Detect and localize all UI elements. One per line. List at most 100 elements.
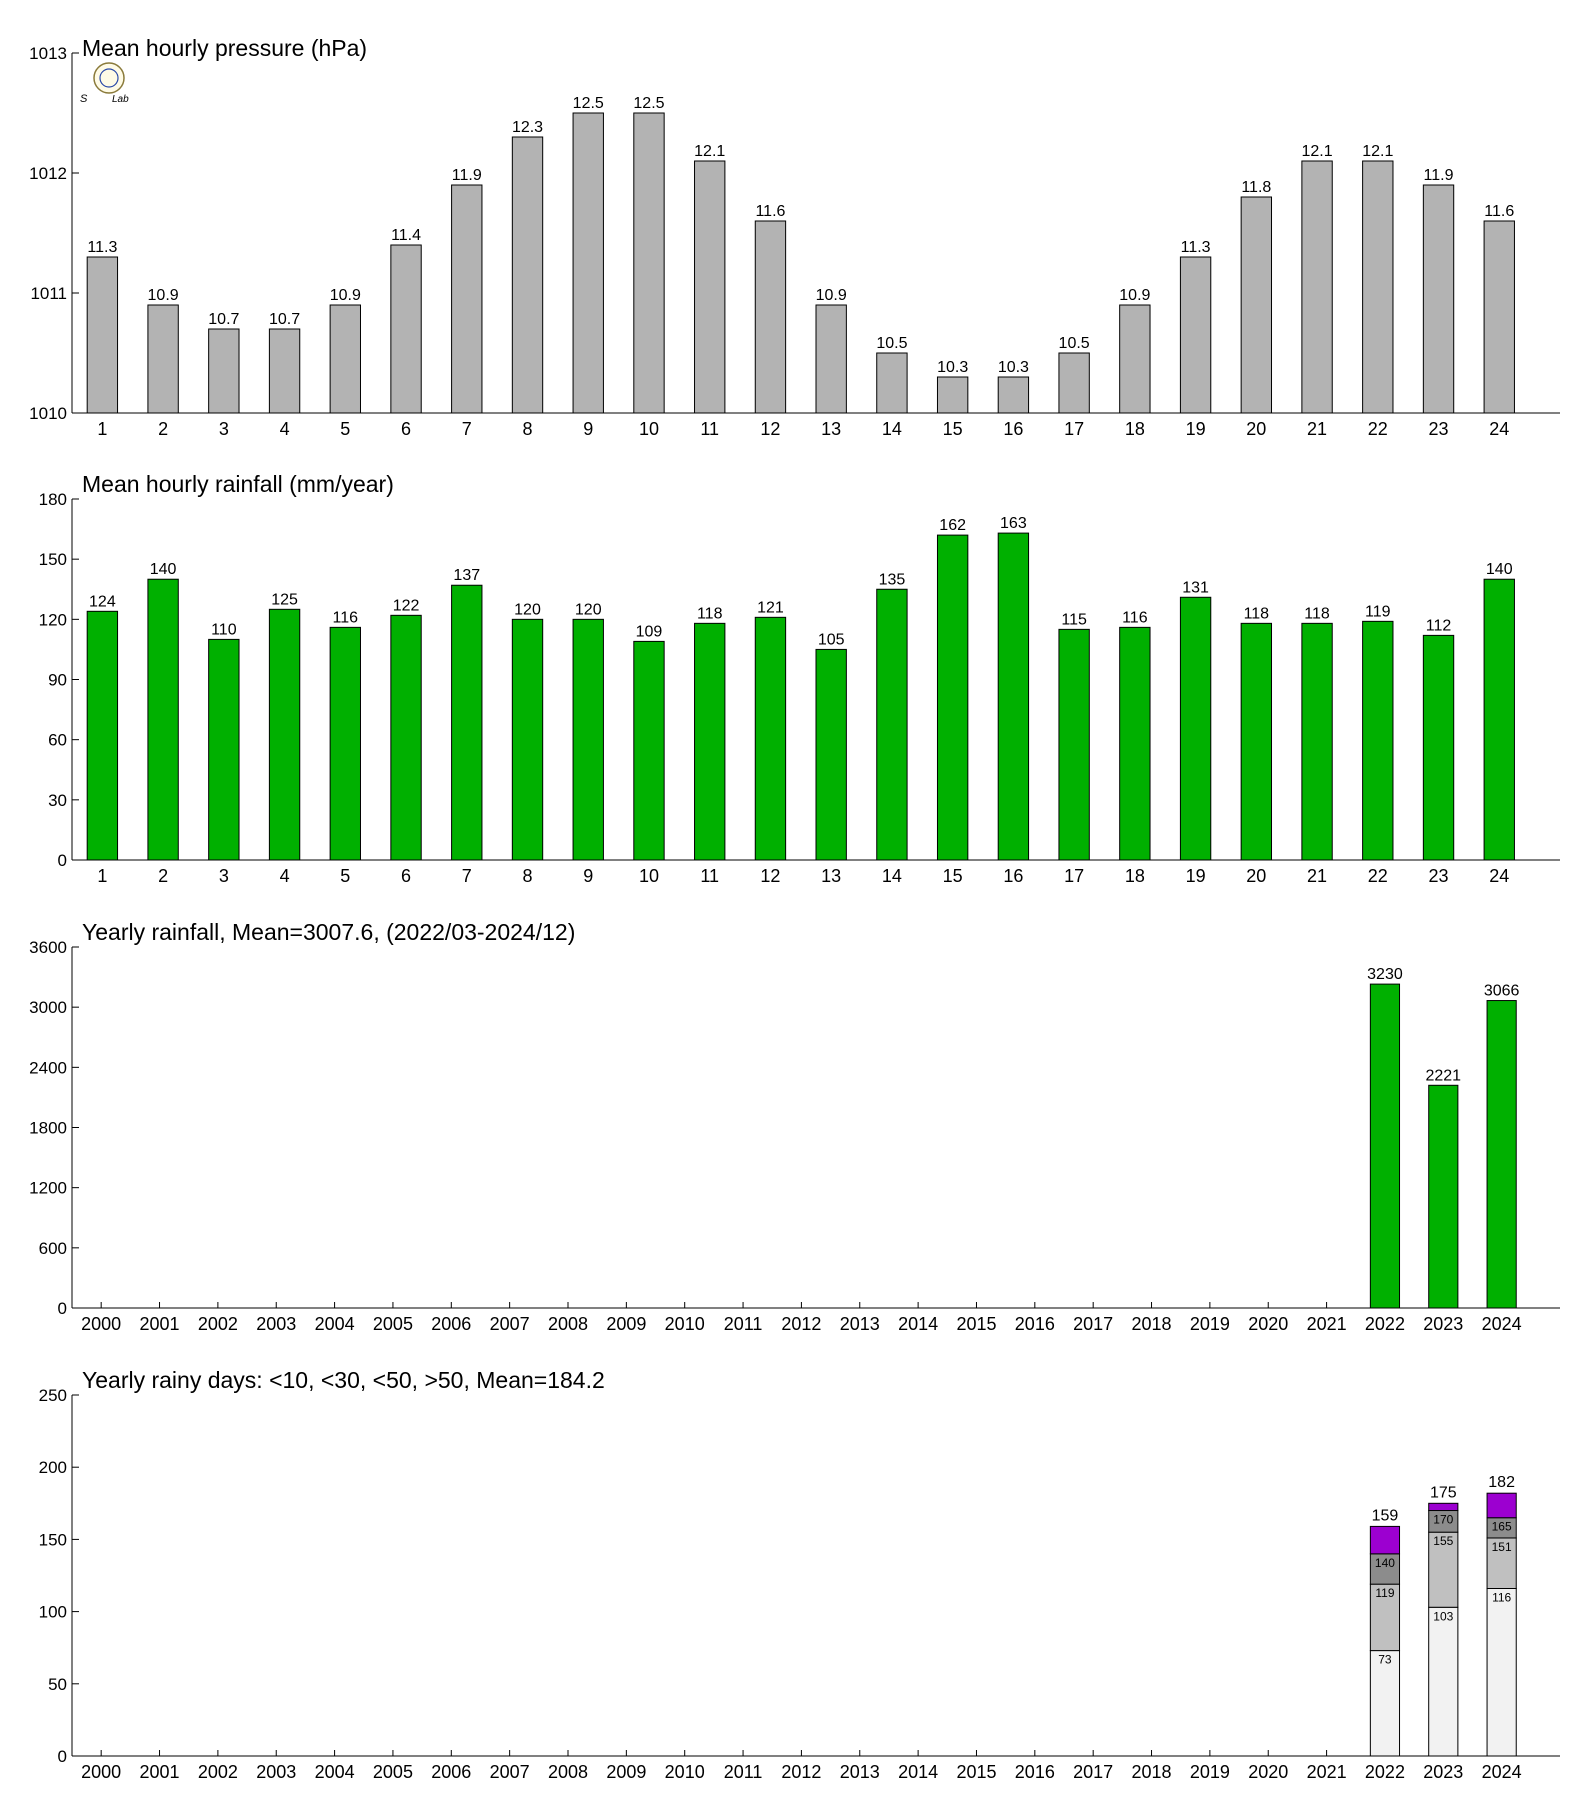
bar-value-label: 10.5 <box>876 335 907 352</box>
y-tick-label: 600 <box>39 1239 67 1258</box>
segment-value-label: 140 <box>1375 1556 1395 1570</box>
x-tick-label: 2 <box>158 866 168 886</box>
bar-value-label: 11.8 <box>1241 179 1271 196</box>
x-tick-label: 2021 <box>1307 1314 1347 1334</box>
x-tick-label: 2015 <box>956 1314 996 1334</box>
bar-value-label: 140 <box>150 561 177 578</box>
bar-value-label: 3230 <box>1367 966 1403 983</box>
x-tick-label: 2021 <box>1307 1762 1347 1782</box>
x-tick-label: 7 <box>462 419 472 439</box>
bar-value-label: 11.4 <box>391 227 421 244</box>
y-tick-label: 30 <box>48 791 67 810</box>
logo-seal <box>93 62 125 94</box>
x-tick-label: 2010 <box>665 1314 705 1334</box>
x-tick-label: 2024 <box>1482 1314 1522 1334</box>
x-tick-label: 3 <box>219 866 229 886</box>
bar-value-label: 121 <box>757 599 784 616</box>
x-tick-label: 2002 <box>198 1314 238 1334</box>
x-tick-label: 2005 <box>373 1762 413 1782</box>
x-tick-label: 2009 <box>606 1314 646 1334</box>
bar-value-label: 11.3 <box>1181 239 1211 256</box>
x-tick-label: 2018 <box>1132 1762 1172 1782</box>
x-tick-label: 23 <box>1429 866 1449 886</box>
x-tick-label: 19 <box>1186 866 1206 886</box>
x-tick-label: 5 <box>340 419 350 439</box>
segment-value-label: 165 <box>1492 1520 1512 1534</box>
x-tick-label: 16 <box>1003 866 1023 886</box>
lab-logo: S Lab <box>80 62 129 105</box>
x-tick-label: 11 <box>700 419 719 439</box>
segment-value-label: 103 <box>1433 1609 1453 1623</box>
stack-total-label: 159 <box>1372 1507 1399 1524</box>
x-tick-label: 3 <box>219 419 229 439</box>
x-tick-label: 2006 <box>431 1314 471 1334</box>
bar <box>1483 578 1515 861</box>
bar <box>997 376 1030 414</box>
x-tick-label: 2016 <box>1015 1762 1055 1782</box>
x-tick-label: 2024 <box>1482 1762 1522 1782</box>
x-tick-label: 2010 <box>665 1762 705 1782</box>
y-tick-label: 150 <box>39 550 67 569</box>
x-tick-label: 2016 <box>1015 1314 1055 1334</box>
logo-wordmark-left: S <box>80 93 88 105</box>
bar <box>1369 983 1401 1309</box>
bar-value-label: 120 <box>514 601 541 618</box>
bar-value-label: 131 <box>1182 579 1209 596</box>
bar-value-label: 124 <box>89 593 116 610</box>
x-tick-label: 2012 <box>781 1762 821 1782</box>
x-tick-label: 2019 <box>1190 1762 1230 1782</box>
x-tick-label: 2015 <box>956 1762 996 1782</box>
x-tick-label: 6 <box>401 419 411 439</box>
x-tick-label: 16 <box>1003 419 1023 439</box>
stack-segment <box>1369 1583 1401 1652</box>
stack-segment <box>1369 1525 1401 1555</box>
bar-value-label: 2221 <box>1425 1067 1461 1084</box>
x-tick-label: 2004 <box>315 1314 355 1334</box>
x-tick-label: 2022 <box>1365 1762 1405 1782</box>
bar-value-label: 12.5 <box>573 95 604 112</box>
bar <box>633 112 665 414</box>
x-tick-label: 2007 <box>490 1762 530 1782</box>
bar-value-label: 10.7 <box>269 311 300 328</box>
x-tick-label: 20 <box>1246 866 1266 886</box>
x-tick-label: 2020 <box>1248 1762 1288 1782</box>
bar <box>572 112 604 414</box>
x-tick-label: 5 <box>340 866 350 886</box>
bar-value-label: 112 <box>1426 617 1452 634</box>
x-tick-label: 18 <box>1125 419 1145 439</box>
bar <box>997 532 1030 861</box>
x-tick-label: 2000 <box>81 1762 121 1782</box>
x-tick-label: 2005 <box>373 1314 413 1334</box>
y-tick-label: 90 <box>48 671 67 690</box>
bar <box>86 610 119 861</box>
y-tick-label: 1011 <box>30 284 67 303</box>
bar <box>1119 304 1151 414</box>
segment-value-label: 151 <box>1492 1540 1512 1554</box>
x-tick-label: 22 <box>1368 419 1388 439</box>
x-tick-label: 6 <box>401 866 411 886</box>
y-tick-label: 3600 <box>29 938 67 957</box>
bar <box>1119 626 1151 861</box>
bar-value-label: 11.9 <box>452 167 482 184</box>
x-tick-label: 12 <box>760 419 780 439</box>
yearly-rain-title: Yearly rainfall, Mean=3007.6, (2022/03-2… <box>82 919 575 945</box>
x-tick-label: 15 <box>943 866 963 886</box>
x-tick-label: 2013 <box>840 1314 880 1334</box>
bar <box>1362 160 1394 414</box>
bar-value-label: 116 <box>333 609 359 626</box>
x-tick-label: 21 <box>1307 866 1327 886</box>
bar <box>1422 184 1455 414</box>
stack-segment <box>1428 1531 1459 1608</box>
x-tick-label: 2006 <box>431 1762 471 1782</box>
bar <box>1240 196 1273 414</box>
bar <box>208 328 240 414</box>
x-tick-label: 19 <box>1186 419 1206 439</box>
y-tick-label: 0 <box>58 1747 67 1766</box>
x-tick-label: 4 <box>280 419 290 439</box>
x-tick-label: 2008 <box>548 1762 588 1782</box>
bar <box>694 622 726 861</box>
bar-value-label: 135 <box>879 571 906 588</box>
bar <box>754 616 787 861</box>
x-tick-label: 2008 <box>548 1314 588 1334</box>
